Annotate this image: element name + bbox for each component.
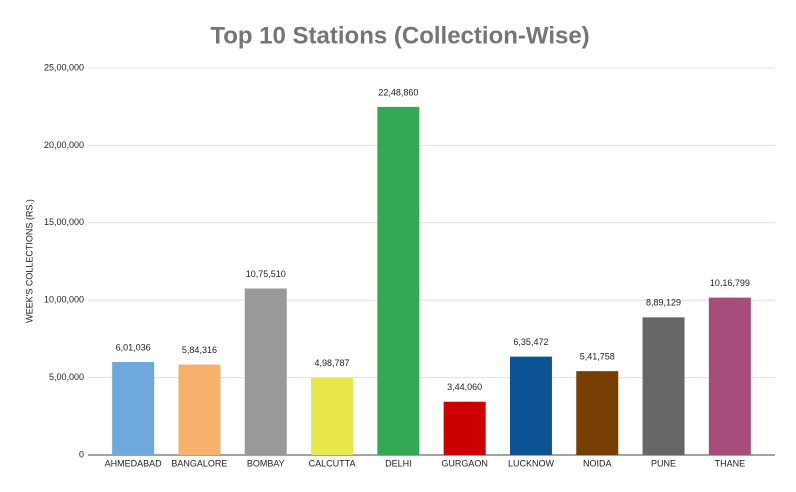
bar	[178, 364, 221, 455]
x-tick-label: THANE	[715, 458, 746, 468]
bar	[708, 297, 751, 455]
chart-title: Top 10 Stations (Collection-Wise)	[210, 22, 589, 49]
y-tick-label: 20,00,000	[44, 140, 84, 150]
x-tick-label: PUNE	[651, 458, 676, 468]
x-tick-label: NOIDA	[583, 458, 612, 468]
y-axis-label: WEEK'S COLLECTIONS (RS.)	[24, 199, 34, 323]
bar	[443, 401, 486, 455]
bar	[311, 377, 354, 455]
value-label: 10,75,510	[246, 269, 286, 279]
y-tick-label: 10,00,000	[44, 295, 84, 305]
bar	[509, 356, 552, 455]
value-label: 5,84,316	[182, 345, 217, 355]
x-tick-label: AHMEDABAD	[105, 458, 163, 468]
bar	[642, 317, 685, 455]
bar	[112, 361, 155, 455]
y-tick-label: 25,00,000	[44, 62, 84, 72]
x-tick-label: LUCKNOW	[508, 458, 555, 468]
x-tick-label: GURGAON	[441, 458, 488, 468]
value-label: 6,01,036	[116, 342, 151, 352]
bar	[377, 106, 420, 456]
value-label: 3,44,060	[447, 382, 482, 392]
x-tick-label: BOMBAY	[247, 458, 285, 468]
value-label: 22,48,860	[378, 87, 418, 97]
y-tick-label: 15,00,000	[44, 217, 84, 227]
bar	[576, 371, 619, 455]
bar	[244, 288, 287, 455]
x-tick-label: BANGALORE	[171, 458, 227, 468]
y-tick-label: 0	[79, 449, 84, 459]
value-label: 5,41,758	[580, 352, 615, 362]
x-tick-label: DELHI	[385, 458, 412, 468]
value-label: 6,35,472	[513, 337, 548, 347]
value-label: 8,89,129	[646, 298, 681, 308]
y-tick-label: 5,00,000	[49, 372, 84, 382]
x-tick-label: CALCUTTA	[309, 458, 356, 468]
value-label: 4,98,787	[315, 358, 350, 368]
value-label: 10,16,799	[710, 278, 750, 288]
